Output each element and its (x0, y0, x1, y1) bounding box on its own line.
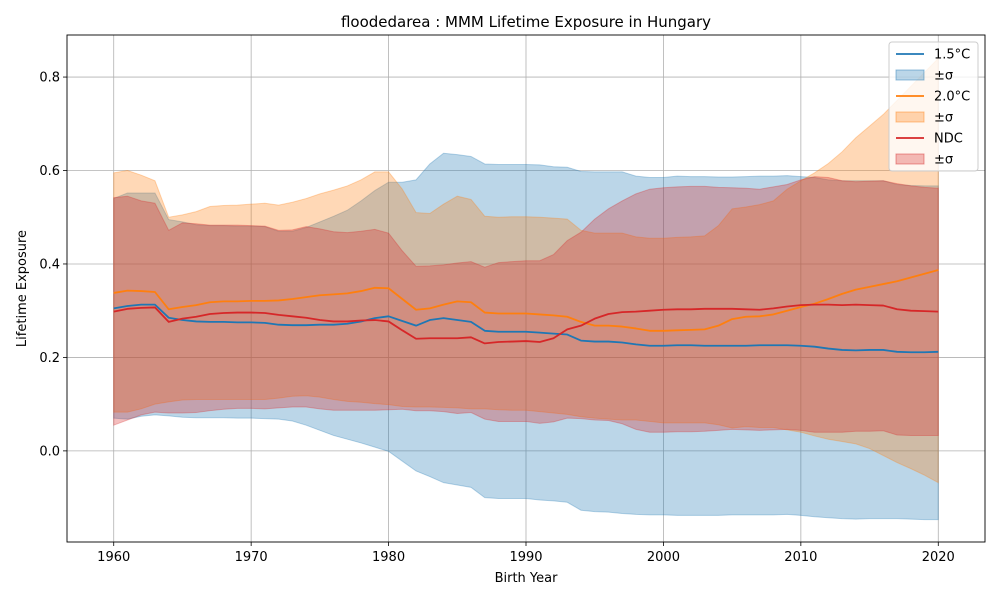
legend-label: ±σ (934, 111, 953, 126)
x-tick-label: 1970 (235, 550, 268, 565)
legend-band-swatch (895, 153, 925, 165)
legend-label: NDC (934, 132, 963, 147)
y-tick-label: 0.2 (39, 351, 60, 366)
std-band-2-0-c (113, 57, 939, 484)
y-tick-label: 0.8 (39, 71, 60, 86)
std-band-ndc (113, 176, 939, 436)
y-tick-label: 0.6 (39, 164, 60, 179)
y-tick-label: 0.4 (39, 257, 60, 272)
y-axis-label: Lifetime Exposure (15, 230, 30, 347)
mean-line-1-5-c (113, 303, 939, 354)
legend-band-swatch (895, 69, 925, 81)
legend-label: 1.5°C (934, 48, 970, 63)
x-tick-label: 1990 (509, 550, 542, 565)
mean-line-2-0-c (113, 269, 939, 332)
x-tick-label: 2020 (922, 550, 955, 565)
std-bands (113, 57, 939, 521)
axis-ticks: 1960 1970 1980 1990 2000 2010 2020 0.0 0.2 0.4 0.6… (39, 71, 955, 565)
x-tick-label: 1960 (97, 550, 130, 565)
legend-label: 2.0°C (934, 90, 970, 105)
mean-line-ndc (113, 303, 939, 345)
chart-title: floodedarea : MMM Lifetime Exposure in H… (341, 13, 711, 31)
legend-band-swatch (895, 111, 925, 123)
std-band-1-5-c (113, 152, 939, 521)
x-tick-label: 2010 (784, 550, 817, 565)
legend: 1.5°C ±σ 2.0°C ±σ NDC ±σ (888, 41, 979, 172)
x-axis-label: Birth Year (495, 571, 559, 586)
legend-label: ±σ (934, 69, 953, 84)
y-tick-label: 0.0 (39, 444, 60, 459)
x-tick-label: 1980 (372, 550, 405, 565)
x-tick-label: 2000 (647, 550, 680, 565)
mean-lines (113, 269, 939, 354)
legend-label: ±σ (934, 153, 953, 168)
